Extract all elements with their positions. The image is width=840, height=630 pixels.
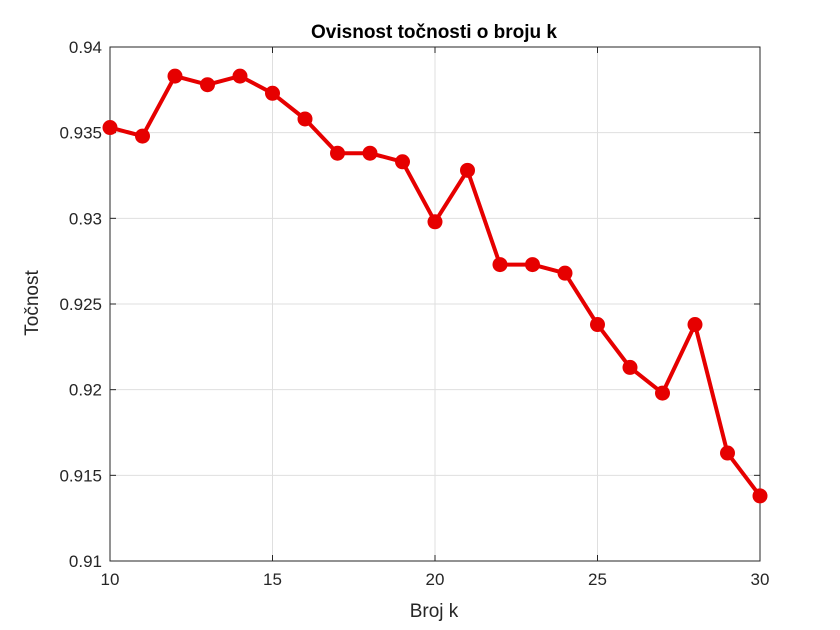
data-point <box>395 154 410 170</box>
data-point <box>752 488 768 504</box>
data-point <box>655 385 670 401</box>
x-tick-label: 20 <box>426 570 445 589</box>
x-axis-label: Broj k <box>410 601 459 622</box>
data-point <box>330 145 345 161</box>
data-point <box>102 120 118 136</box>
data-point <box>297 111 313 127</box>
data-point <box>265 85 280 101</box>
y-axis-label: Točnost <box>22 270 43 336</box>
data-point <box>622 359 638 375</box>
y-tick-label: 0.91 <box>69 552 102 571</box>
data-point <box>460 162 475 178</box>
y-tick-label: 0.93 <box>69 209 102 228</box>
chart-title: Ovisnost točnosti o broju k <box>311 22 557 43</box>
data-point <box>232 68 248 84</box>
x-tick-label: 10 <box>101 570 120 589</box>
data-point <box>525 257 540 273</box>
x-tick-label: 30 <box>751 570 770 589</box>
data-point <box>427 214 443 230</box>
data-point <box>557 265 573 281</box>
y-tick-label: 0.915 <box>59 466 102 485</box>
data-point <box>200 77 215 93</box>
x-tick-label: 15 <box>263 570 282 589</box>
data-point <box>135 128 150 144</box>
series <box>102 68 768 504</box>
y-tick-label: 0.94 <box>69 38 102 57</box>
data-point <box>167 68 183 84</box>
y-tick-label: 0.925 <box>59 295 102 314</box>
data-point <box>362 145 378 161</box>
x-tick-label: 25 <box>588 570 607 589</box>
data-point <box>687 317 703 333</box>
ticks: 10 15 20 25 30 0.91 0.915 0.92 0.925 0.93 0.935 0.9… <box>59 38 769 589</box>
y-tick-label: 0.935 <box>59 124 102 143</box>
y-tick-label: 0.92 <box>69 381 102 400</box>
data-point <box>720 445 735 461</box>
data-point <box>590 317 605 333</box>
data-point <box>492 257 508 273</box>
